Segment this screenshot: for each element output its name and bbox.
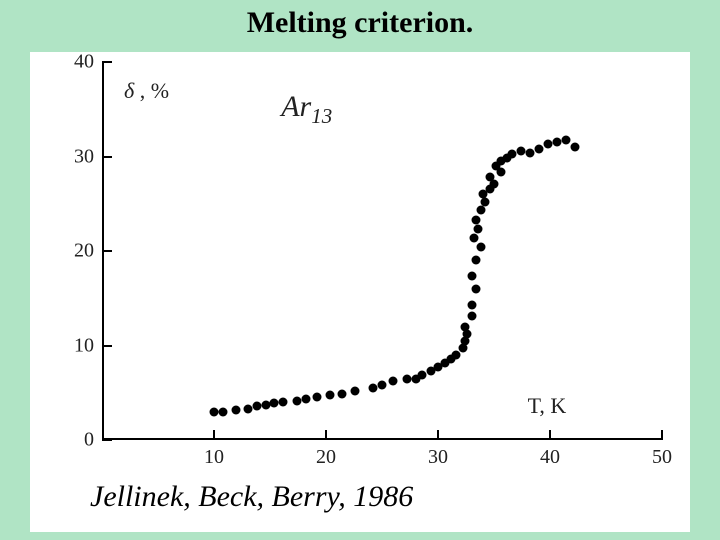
data-point xyxy=(474,225,483,234)
x-tick xyxy=(549,430,551,440)
plot-area: 1020304050010203040δ , %Ar13T, K xyxy=(102,62,662,440)
y-tick xyxy=(102,156,112,158)
data-point xyxy=(326,390,335,399)
data-point xyxy=(570,143,579,152)
data-point xyxy=(561,136,570,145)
plot-panel: 10 20 30 40 50 0 10 20 30 40 δ , % Ar13 T, K Jelline… xyxy=(30,52,690,532)
y-tick-label: 40 xyxy=(60,51,94,74)
data-point xyxy=(378,381,387,390)
data-point xyxy=(472,284,481,293)
data-point xyxy=(313,392,322,401)
data-point xyxy=(418,370,427,379)
y-tick xyxy=(102,345,112,347)
page-title: Melting criterion. xyxy=(0,6,720,40)
data-point xyxy=(467,271,476,280)
data-point xyxy=(232,405,241,414)
data-point xyxy=(369,384,378,393)
data-point xyxy=(534,144,543,153)
y-axis-label: δ , % xyxy=(124,78,169,104)
data-point xyxy=(516,146,525,155)
x-tick xyxy=(437,430,439,440)
data-point xyxy=(292,397,301,406)
data-point xyxy=(252,401,261,410)
x-tick-label: 30 xyxy=(428,446,448,469)
data-point xyxy=(218,407,227,416)
series-label: Ar13 xyxy=(281,90,332,129)
data-point xyxy=(261,401,270,410)
data-point xyxy=(469,233,478,242)
data-point xyxy=(337,389,346,398)
y-tick xyxy=(102,250,112,252)
data-point xyxy=(472,256,481,265)
data-point xyxy=(402,374,411,383)
data-point xyxy=(485,173,494,182)
y-tick-label: 20 xyxy=(60,240,94,263)
x-tick xyxy=(213,430,215,440)
y-tick-label: 30 xyxy=(60,145,94,168)
citation-text: Jellinek, Beck, Berry, 1986 xyxy=(90,480,413,514)
x-axis-label: T, K xyxy=(528,393,567,419)
data-point xyxy=(525,148,534,157)
data-point xyxy=(351,386,360,395)
x-axis-line xyxy=(102,438,662,440)
data-point xyxy=(270,399,279,408)
data-point xyxy=(279,398,288,407)
x-tick-label: 50 xyxy=(652,446,672,469)
data-point xyxy=(472,215,481,224)
data-point xyxy=(467,300,476,309)
data-point xyxy=(467,312,476,321)
data-point xyxy=(301,395,310,404)
x-tick-label: 20 xyxy=(316,446,336,469)
data-point xyxy=(476,243,485,252)
data-point xyxy=(552,138,561,147)
y-tick xyxy=(102,439,112,441)
data-point xyxy=(507,149,516,158)
x-tick xyxy=(661,430,663,440)
data-point xyxy=(476,206,485,215)
data-point xyxy=(460,322,469,331)
data-point xyxy=(543,140,552,149)
data-point xyxy=(210,407,219,416)
y-tick xyxy=(102,61,112,63)
x-tick-label: 10 xyxy=(204,446,224,469)
x-tick xyxy=(325,430,327,440)
y-tick-label: 0 xyxy=(60,429,94,452)
data-point xyxy=(243,404,252,413)
data-point xyxy=(389,377,398,386)
x-tick-label: 40 xyxy=(540,446,560,469)
y-tick-label: 10 xyxy=(60,334,94,357)
